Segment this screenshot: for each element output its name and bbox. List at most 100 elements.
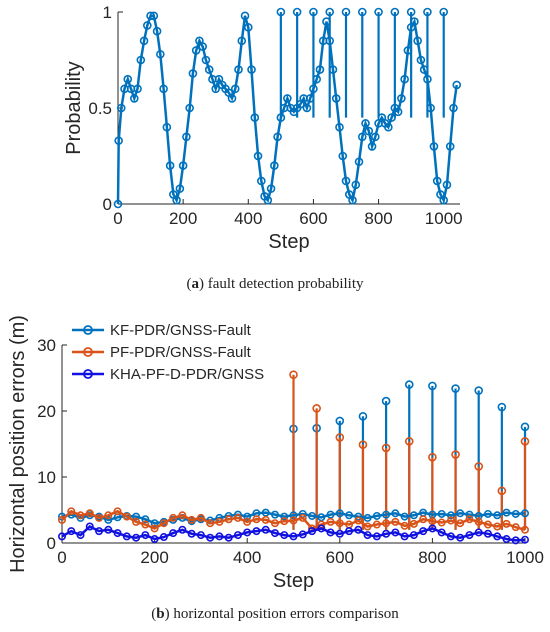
chart-b: 0 200 400 600 800 1000 0 10 20 30 Step Horizontal p…	[0, 300, 550, 600]
probability-series-0-point	[348, 195, 357, 205]
error-series-0-point	[132, 512, 141, 521]
probability-series-0-point	[172, 195, 181, 205]
x-tick-label: 0	[57, 548, 66, 567]
kf-fault-spike-point	[335, 416, 345, 426]
probability-series-0-point	[230, 84, 240, 94]
x-tick-label: 600	[299, 209, 327, 228]
legend-marker	[83, 369, 93, 379]
probability-series-0-point	[361, 119, 370, 128]
x-tick-label: 800	[364, 209, 392, 228]
error-series-1-point	[159, 519, 168, 528]
probability-series-0-point	[204, 65, 214, 74]
probability-spike-point	[374, 7, 383, 17]
error-series-2-point	[511, 536, 520, 545]
error-series-1-point	[428, 517, 437, 526]
probability-series-0-point	[410, 17, 419, 26]
error-series-1-point	[474, 517, 483, 526]
x-axis-label: Step	[268, 231, 309, 253]
error-series-1-point	[391, 517, 400, 526]
chart-a: 0 200 400 600 800 1000 0 0.5 1 Step Probability	[0, 0, 550, 270]
pf-fault-spike-point	[451, 450, 460, 459]
probability-series-0-point	[305, 94, 315, 103]
error-series-2-point	[57, 532, 66, 541]
probability-series-0-point	[322, 17, 331, 26]
probability-series-0-point	[273, 132, 282, 142]
x-tick-label: 600	[326, 548, 354, 567]
error-series-1-point	[215, 517, 224, 526]
probability-series-0-point	[191, 46, 201, 55]
error-series-2-point	[280, 531, 289, 540]
error-series-1-point	[456, 519, 465, 528]
probability-series-0-point	[387, 113, 396, 122]
error-series-1-point	[483, 520, 492, 529]
probability-series-0-point	[426, 103, 435, 113]
error-series-0-point	[326, 510, 335, 519]
probability-series-0-point	[136, 55, 146, 65]
error-series-1-point	[363, 522, 372, 531]
error-series-2-point	[95, 527, 104, 536]
error-series-2-point	[308, 527, 317, 536]
y-tick-label: 0	[103, 195, 112, 214]
error-series-0-point	[141, 515, 150, 524]
probability-series-0-point	[270, 161, 279, 170]
error-series-0-point	[391, 509, 400, 518]
error-series-2-point	[159, 533, 168, 542]
probability-series-0-point	[165, 161, 175, 170]
error-series-1-point	[419, 515, 428, 524]
probability-series-0-point	[276, 113, 286, 122]
probability-series-0-point	[413, 36, 422, 46]
error-series-1-point	[206, 519, 215, 528]
error-series-1-point	[122, 512, 131, 521]
error-series-2-point	[224, 533, 233, 542]
probability-series-0-point	[211, 84, 221, 94]
error-series-2-point	[150, 535, 159, 544]
error-series-1-point	[67, 507, 76, 516]
probability-spike-point	[276, 7, 286, 17]
pf-fault-spike-point	[289, 370, 298, 379]
probability-series-0-point	[227, 94, 237, 103]
probability-spike-point	[423, 7, 432, 17]
error-series-2-point	[409, 531, 418, 540]
chart-b-svg: 0 200 400 600 800 1000 0 10 20 30 Step Horizontal p…	[7, 315, 544, 592]
pf-fault-spike-point	[381, 443, 391, 453]
error-series-1-point	[326, 517, 335, 526]
error-series-2-point	[85, 522, 94, 531]
probability-series-0-point	[338, 151, 348, 161]
probability-series-0-point	[113, 199, 123, 209]
error-series-0-point	[261, 508, 270, 517]
error-series-1-point	[85, 509, 94, 518]
error-series-0-point	[382, 510, 391, 519]
error-series-0-point	[437, 509, 446, 518]
error-series-0-point	[511, 509, 520, 518]
probability-spike-point	[341, 7, 351, 17]
error-series-0-point	[502, 508, 511, 517]
error-series-1-point	[233, 513, 242, 522]
error-series-0-point	[317, 513, 326, 522]
error-series-1-point	[270, 519, 279, 528]
error-series-1-point	[437, 518, 446, 527]
probability-series-0-point	[263, 195, 273, 205]
error-series-2-point	[270, 529, 279, 538]
probability-series-0-point	[149, 11, 159, 21]
probability-series-0-point	[403, 46, 413, 55]
error-series-2-point	[428, 524, 437, 533]
error-series-2-point	[493, 532, 502, 541]
probability-series-0-point	[423, 74, 432, 84]
probability-series-0-point	[156, 49, 165, 59]
error-series-1-point	[446, 516, 455, 525]
error-series-2-point	[76, 531, 85, 540]
x-tick-label: 200	[140, 548, 168, 567]
probability-spike-point	[309, 7, 318, 17]
error-series-2-point	[437, 528, 446, 537]
x-tick-label: 400	[234, 209, 262, 228]
x-tick-label: 400	[233, 548, 261, 567]
probability-series-0-point	[114, 136, 123, 145]
error-series-0-point	[456, 509, 465, 518]
probability-series-0-point	[357, 132, 367, 142]
probability-spike-point	[325, 7, 335, 17]
error-series-2-point	[520, 535, 529, 544]
kf-fault-spike-point	[404, 380, 414, 389]
error-series-2-point	[215, 532, 224, 541]
y-axis-label: Horizontal position errors (m)	[7, 315, 29, 573]
x-tick-label: 0	[113, 209, 122, 228]
